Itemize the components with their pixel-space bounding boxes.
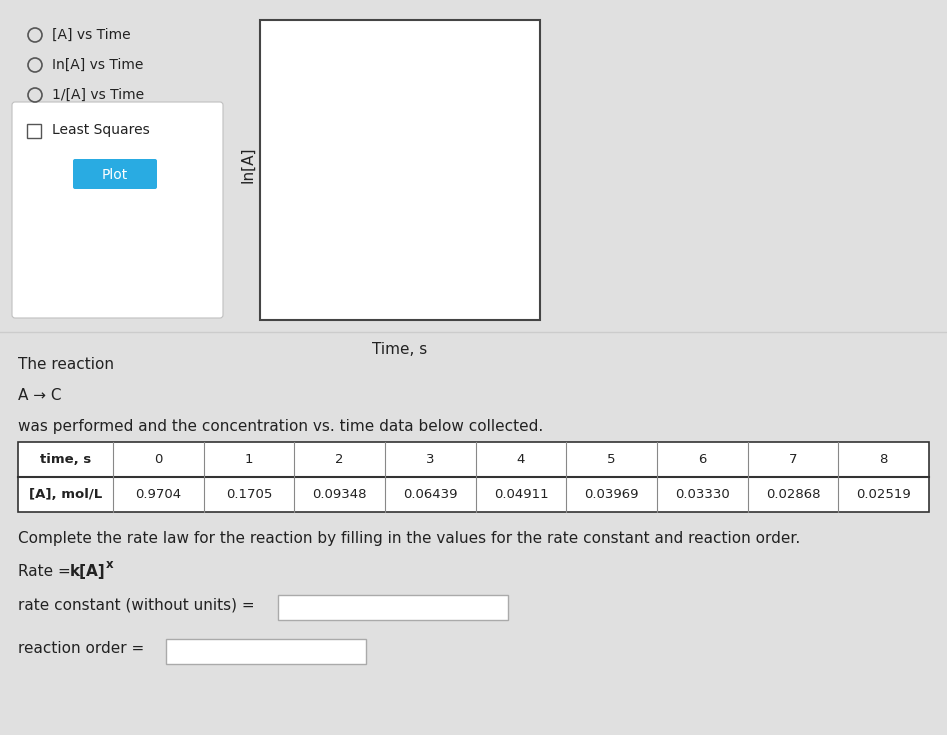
FancyBboxPatch shape [12,102,223,318]
Text: 1/[A] vs Time: 1/[A] vs Time [52,88,144,102]
Text: 4: 4 [517,453,526,466]
Bar [166,639,366,664]
Text: k[A]: k[A] [70,564,106,579]
Bar [18,442,929,512]
Text: 0.02519: 0.02519 [856,488,911,501]
Text: A → C: A → C [18,388,62,403]
Text: 6: 6 [698,453,706,466]
Text: 0.9704: 0.9704 [135,488,182,501]
Text: Rate =: Rate = [18,564,76,579]
Text: Least Squares: Least Squares [52,123,150,137]
Text: rate constant (without units) =: rate constant (without units) = [18,598,255,612]
Text: reaction order =: reaction order = [18,641,144,656]
Text: Time, s: Time, s [372,342,428,357]
Bar [278,595,508,620]
Text: 1: 1 [244,453,253,466]
Text: 0.02868: 0.02868 [766,488,820,501]
Bar [27,124,41,138]
Text: 0.1705: 0.1705 [225,488,272,501]
Text: 7: 7 [789,453,797,466]
Text: 8: 8 [880,453,888,466]
Text: [A], mol/L: [A], mol/L [28,488,102,501]
Text: Plot: Plot [102,168,128,182]
Text: 0.04911: 0.04911 [493,488,548,501]
Text: In[A]: In[A] [241,147,256,183]
Text: 3: 3 [426,453,435,466]
Text: x: x [106,558,114,571]
Text: 0.06439: 0.06439 [403,488,457,501]
Text: 2: 2 [335,453,344,466]
Text: time, s: time, s [40,453,91,466]
Text: The reaction: The reaction [18,357,114,372]
Text: In[A] vs Time: In[A] vs Time [52,58,143,72]
Text: Complete the rate law for the reaction by filling in the values for the rate con: Complete the rate law for the reaction b… [18,531,800,546]
Text: 0.03330: 0.03330 [675,488,730,501]
Text: [A] vs Time: [A] vs Time [52,28,131,42]
Text: 0: 0 [154,453,163,466]
Text: was performed and the concentration vs. time data below collected.: was performed and the concentration vs. … [18,419,544,434]
Text: 0.09348: 0.09348 [313,488,366,501]
FancyBboxPatch shape [73,159,157,189]
Text: 5: 5 [607,453,616,466]
Bar [260,20,540,320]
Text: 0.03969: 0.03969 [584,488,639,501]
